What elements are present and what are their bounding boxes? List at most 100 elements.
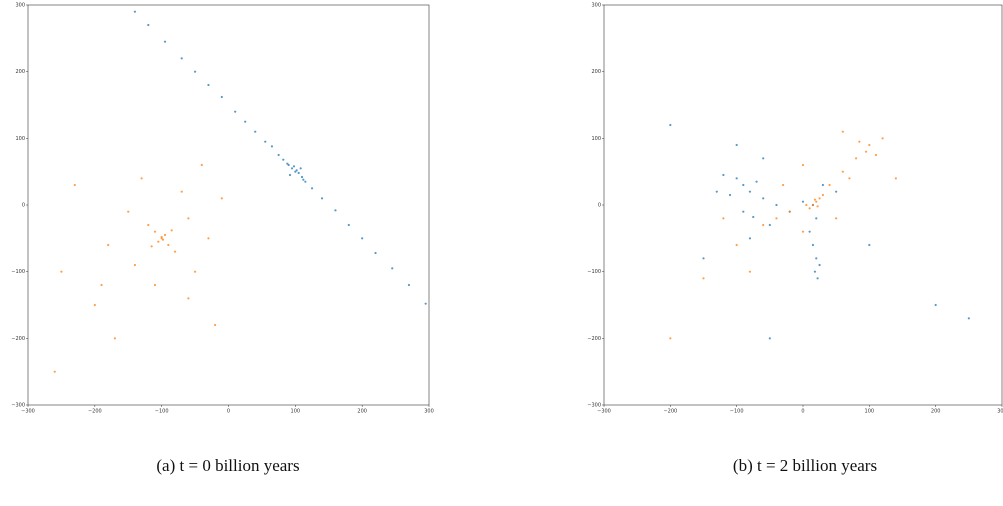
scatter-point xyxy=(424,302,427,305)
scatter-point xyxy=(722,173,725,177)
scatter-point xyxy=(841,130,844,133)
scatter-point xyxy=(153,230,157,233)
scatter-point xyxy=(244,120,247,123)
x-tick-label: 100 xyxy=(291,409,301,415)
scatter-point xyxy=(881,137,884,140)
scatter-point xyxy=(214,323,217,327)
scatter-point xyxy=(264,140,267,143)
scatter-point xyxy=(808,207,811,210)
y-tick-label: −200 xyxy=(11,336,25,342)
x-tick-label: 300 xyxy=(424,409,434,415)
scatter-point xyxy=(407,283,411,287)
scatter-point xyxy=(300,175,304,179)
y-tick-label: −100 xyxy=(11,269,25,275)
scatter-point xyxy=(702,277,705,280)
y-tick-label: 200 xyxy=(15,69,25,75)
scatter-point xyxy=(816,205,819,208)
scatter-point xyxy=(742,210,745,213)
scatter-point xyxy=(775,217,778,220)
scatter-point xyxy=(828,183,831,187)
scatter-point xyxy=(841,170,844,173)
scatter-point xyxy=(762,223,765,227)
scatter-point xyxy=(113,337,116,340)
scatter-point xyxy=(334,209,337,212)
scatter-point xyxy=(277,153,280,157)
scatter-point xyxy=(320,197,324,200)
scatter-point xyxy=(374,251,377,255)
scatter-point xyxy=(361,237,364,240)
y-tick-label: −300 xyxy=(587,403,601,409)
y-tick-label: 100 xyxy=(591,136,601,142)
scatter-point xyxy=(287,163,290,167)
scatter-point xyxy=(748,270,752,273)
scatter-point xyxy=(53,370,56,373)
scatter-point xyxy=(302,178,305,181)
scatter-point xyxy=(801,163,805,167)
scatter-point xyxy=(967,317,970,320)
scatter-point xyxy=(811,243,815,247)
scatter-point xyxy=(193,270,197,273)
x-tick-label: −200 xyxy=(88,409,102,415)
scatter-point xyxy=(133,10,137,13)
scatter-point xyxy=(150,245,153,248)
scatter-point xyxy=(821,183,825,187)
scatter-point xyxy=(782,183,785,187)
scatter-point xyxy=(310,187,314,190)
scatter-point xyxy=(728,193,732,197)
scatter-point xyxy=(107,243,110,247)
scatter-point xyxy=(290,167,294,170)
x-tick-label: 0 xyxy=(227,409,230,415)
axes-frame xyxy=(603,4,1003,406)
scatter-point xyxy=(735,177,738,180)
scatter-point xyxy=(163,40,167,43)
x-tick-label: −300 xyxy=(597,409,611,415)
scatter-point xyxy=(702,257,705,260)
scatter-point xyxy=(813,198,817,201)
scatter-point xyxy=(187,217,190,220)
x-tick-label: −200 xyxy=(663,409,677,415)
scatter-point xyxy=(153,283,157,287)
x-tick-label: 100 xyxy=(865,409,875,415)
scatter-point xyxy=(775,203,778,207)
scatter-point xyxy=(816,277,819,280)
scatter-point xyxy=(295,169,298,172)
scatter-point xyxy=(811,203,815,207)
scatter-point xyxy=(133,263,137,267)
scatter-point xyxy=(801,200,805,203)
x-tick-label: 0 xyxy=(801,409,804,415)
scatter-point xyxy=(170,229,173,232)
scatter-point xyxy=(147,223,150,227)
scatter-point xyxy=(748,237,752,240)
scatter-point xyxy=(748,190,752,193)
scatter-point xyxy=(299,167,302,170)
scatter-point xyxy=(163,233,167,237)
scatter-point xyxy=(788,210,791,213)
scatter-point xyxy=(200,163,203,167)
scatter-point xyxy=(715,190,718,193)
scatter-point xyxy=(735,243,738,247)
scatter-point xyxy=(161,238,165,241)
scatter-point xyxy=(193,70,197,73)
scatter-point xyxy=(854,157,858,160)
x-tick-label: −100 xyxy=(730,409,744,415)
scatter-point xyxy=(835,217,838,220)
scatter-point xyxy=(868,143,871,147)
caption: (a) t = 0 billion years xyxy=(156,456,299,475)
y-tick-label: 300 xyxy=(591,3,601,9)
scatter-point xyxy=(140,177,143,180)
scatter-point xyxy=(180,57,183,60)
scatter-point xyxy=(669,123,672,127)
y-tick-label: 200 xyxy=(591,69,601,75)
scatter-point xyxy=(864,150,868,153)
scatter-point xyxy=(207,83,210,87)
scatter-point xyxy=(762,197,765,200)
scatter-point xyxy=(848,177,851,180)
scatter-point xyxy=(801,230,805,233)
scatter-point xyxy=(874,153,878,157)
y-tick-label: −200 xyxy=(587,336,601,342)
scatter-point xyxy=(669,337,672,340)
scatter-point xyxy=(894,177,897,180)
scatter-point xyxy=(167,243,170,247)
